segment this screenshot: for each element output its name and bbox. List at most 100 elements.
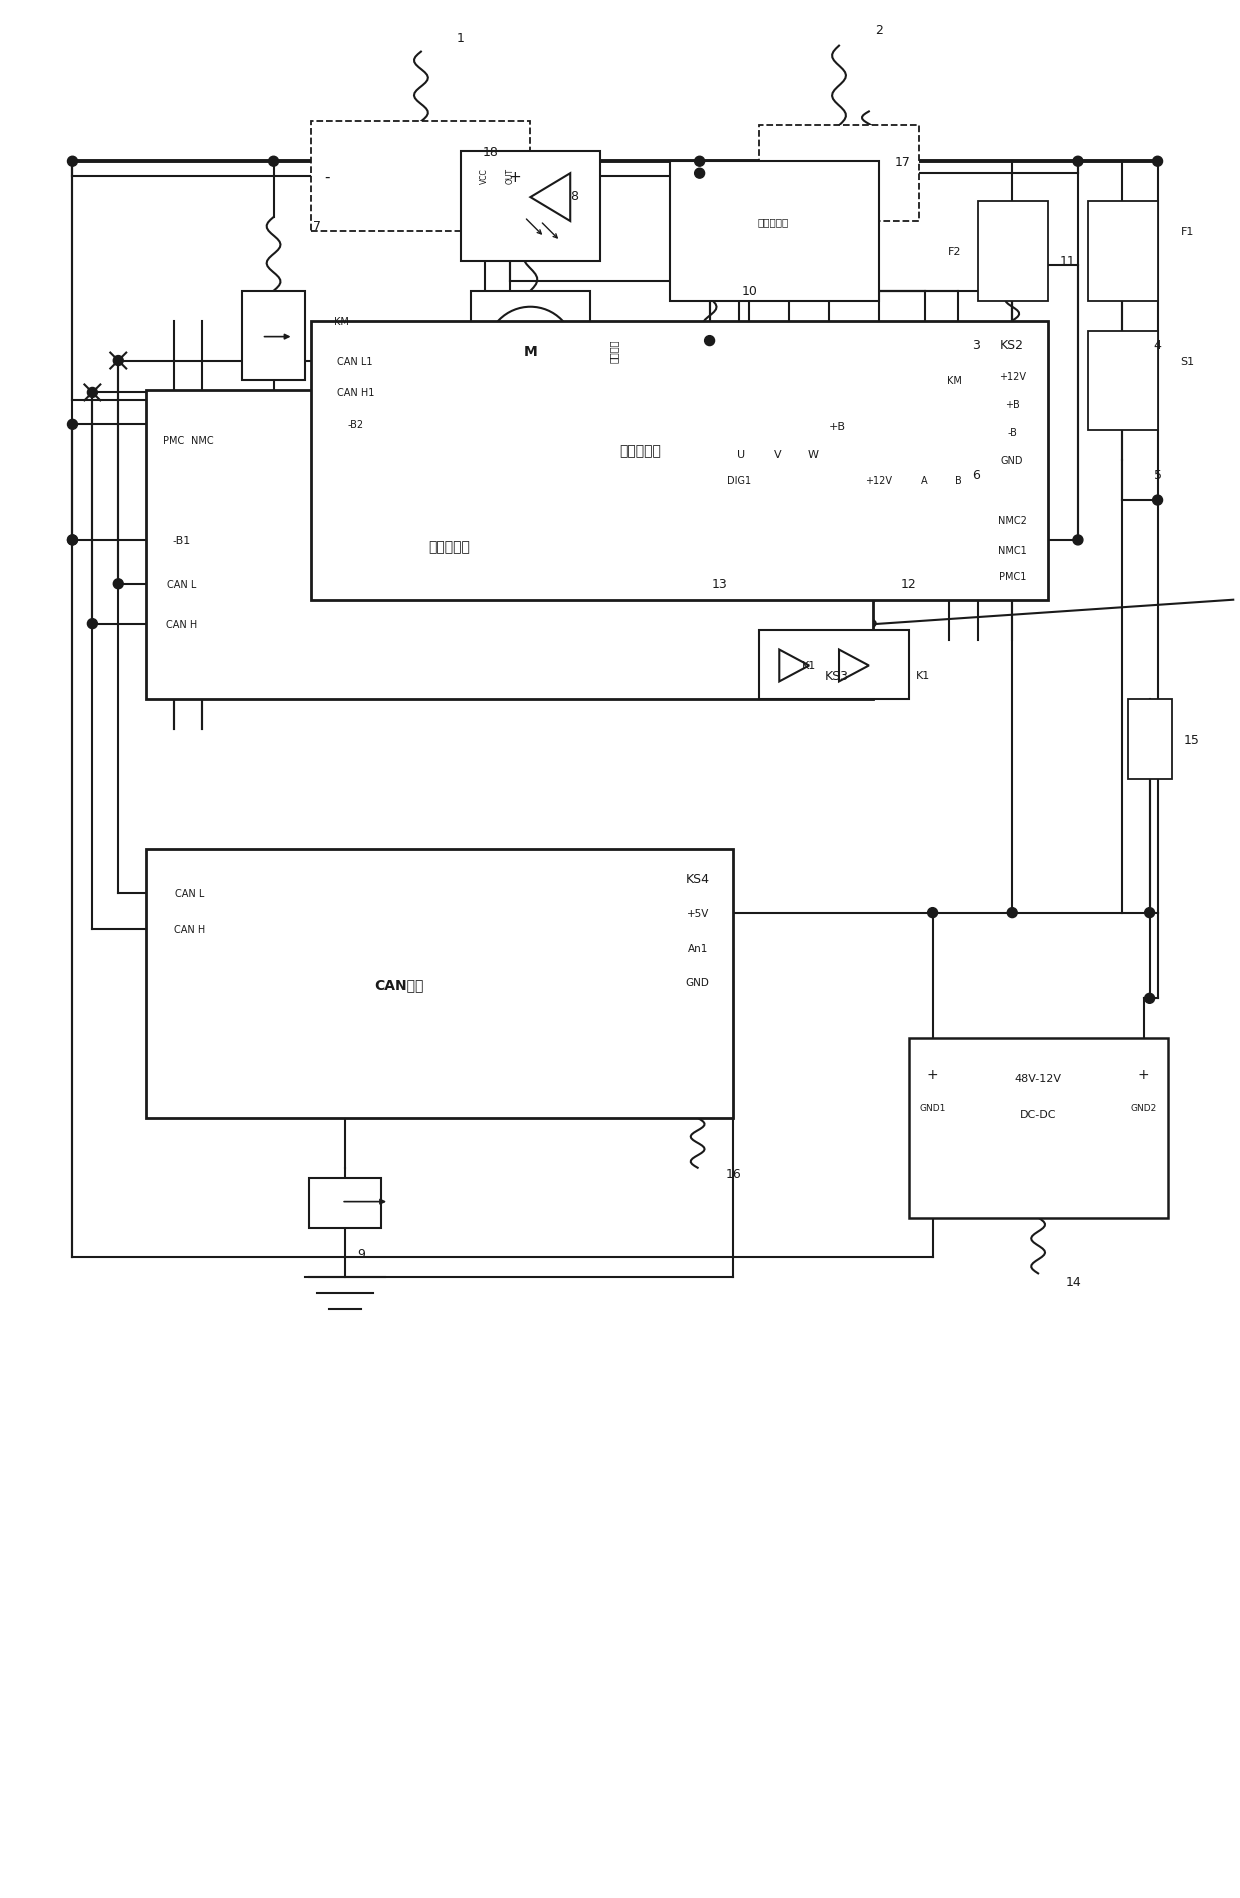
Circle shape	[1007, 907, 1017, 919]
Text: GND: GND	[686, 977, 709, 987]
Text: A: A	[921, 476, 928, 486]
Text: CAN收发: CAN收发	[374, 977, 424, 993]
Bar	[311, 121, 531, 232]
Text: 7: 7	[314, 220, 321, 232]
Bar	[1127, 700, 1172, 780]
Text: KM: KM	[947, 376, 962, 387]
Bar	[461, 152, 600, 262]
Text: PMC1: PMC1	[998, 571, 1025, 581]
Text: +B: +B	[1004, 400, 1019, 410]
Text: 16: 16	[725, 1167, 742, 1181]
Text: 5: 5	[1153, 469, 1162, 482]
Bar	[146, 391, 873, 700]
Text: DC-DC: DC-DC	[1019, 1108, 1056, 1120]
Text: 48V-12V: 48V-12V	[1014, 1074, 1061, 1084]
Text: 12: 12	[900, 579, 916, 590]
Text: 1: 1	[456, 32, 465, 46]
Text: 13: 13	[712, 579, 728, 590]
Bar	[909, 1038, 1168, 1219]
Bar	[242, 292, 305, 381]
Circle shape	[87, 619, 98, 630]
Bar	[670, 161, 879, 302]
Bar	[978, 201, 1048, 302]
Text: VCC: VCC	[480, 169, 489, 184]
Circle shape	[1073, 535, 1083, 545]
Text: CAN H1: CAN H1	[336, 389, 374, 399]
Bar	[978, 332, 1048, 431]
Circle shape	[704, 336, 714, 347]
Text: +: +	[508, 169, 521, 184]
Text: GND: GND	[1001, 456, 1023, 465]
Bar	[759, 630, 909, 700]
Text: CAN L: CAN L	[167, 579, 197, 590]
Text: 3: 3	[972, 340, 981, 351]
Text: +: +	[1138, 1067, 1149, 1082]
Text: -B: -B	[1007, 429, 1017, 438]
Text: +5V: +5V	[687, 907, 709, 919]
Text: -: -	[325, 169, 330, 184]
Text: 14: 14	[1066, 1275, 1081, 1289]
Circle shape	[1073, 158, 1083, 167]
Text: +12V: +12V	[866, 476, 893, 486]
Text: NMC1: NMC1	[998, 545, 1027, 556]
Text: 高度传感器: 高度传感器	[758, 216, 789, 228]
Text: K1: K1	[802, 661, 816, 672]
Text: -B1: -B1	[172, 535, 191, 545]
Text: 6: 6	[972, 469, 981, 482]
Circle shape	[87, 389, 98, 399]
Bar	[146, 850, 734, 1118]
Circle shape	[67, 158, 77, 167]
Bar	[471, 292, 590, 412]
Text: 15: 15	[1183, 733, 1199, 746]
Text: OUT: OUT	[506, 169, 515, 184]
Circle shape	[694, 169, 704, 178]
Text: W: W	[807, 450, 818, 459]
Text: 18: 18	[482, 146, 498, 159]
Text: PMC: PMC	[164, 437, 185, 446]
Circle shape	[1153, 158, 1163, 167]
Circle shape	[67, 535, 77, 545]
Text: +B: +B	[828, 421, 846, 433]
Text: 伺服控制器: 伺服控制器	[619, 444, 661, 457]
Text: B: B	[955, 476, 962, 486]
Circle shape	[1145, 995, 1154, 1004]
Text: DIG1: DIG1	[728, 476, 751, 486]
Text: 2: 2	[875, 25, 883, 38]
Bar	[759, 127, 919, 222]
Text: +12V: +12V	[998, 372, 1025, 381]
Text: 8: 8	[570, 190, 578, 203]
Text: S1: S1	[1180, 357, 1194, 366]
Circle shape	[1145, 907, 1154, 919]
Text: KS4: KS4	[686, 873, 709, 886]
Text: NMC2: NMC2	[998, 516, 1027, 526]
Circle shape	[67, 535, 77, 545]
Text: K1: K1	[915, 672, 930, 681]
Text: 10: 10	[742, 285, 758, 298]
Text: 17: 17	[895, 156, 910, 169]
Text: CAN H: CAN H	[175, 924, 206, 934]
Text: CAN L1: CAN L1	[337, 357, 373, 366]
Bar	[311, 321, 1048, 600]
Text: KS3: KS3	[825, 670, 849, 683]
Text: GND1: GND1	[919, 1105, 946, 1112]
Bar	[310, 1179, 381, 1228]
Circle shape	[269, 158, 279, 167]
Circle shape	[67, 419, 77, 431]
Text: 变频调速器: 变频调速器	[428, 539, 470, 554]
Text: M: M	[523, 344, 537, 359]
Text: An1: An1	[687, 943, 708, 955]
Text: -B2: -B2	[347, 419, 363, 431]
Text: 11: 11	[1060, 254, 1076, 268]
Bar	[1087, 201, 1158, 302]
Circle shape	[694, 158, 704, 167]
Text: F1: F1	[1180, 228, 1194, 237]
Text: CAN L: CAN L	[175, 888, 205, 898]
Text: KM: KM	[334, 317, 348, 326]
Text: KS2: KS2	[1001, 340, 1024, 351]
Circle shape	[1153, 495, 1163, 505]
Text: U: U	[738, 450, 745, 459]
Text: F2: F2	[947, 247, 961, 256]
Text: 4: 4	[1153, 340, 1162, 351]
Text: +: +	[926, 1067, 939, 1082]
Circle shape	[113, 579, 123, 590]
